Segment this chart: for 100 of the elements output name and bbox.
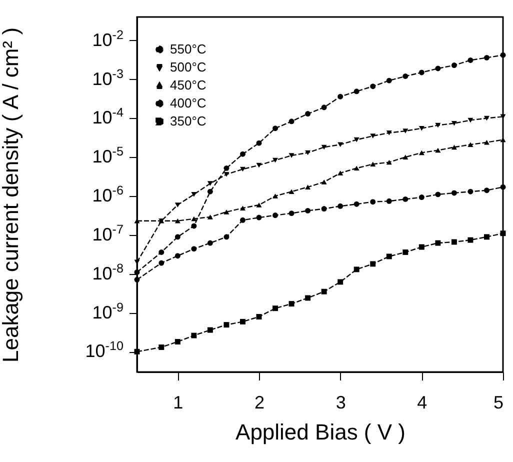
point: [402, 196, 408, 202]
point: [338, 94, 344, 100]
point: [158, 344, 164, 350]
point: [207, 188, 213, 194]
point: [468, 188, 474, 194]
x-tick-label: 2: [254, 392, 265, 412]
point: [402, 128, 408, 134]
point: [191, 223, 197, 229]
point: [272, 194, 278, 198]
point: [288, 210, 294, 216]
point: [402, 154, 408, 160]
point: [386, 78, 392, 84]
y-tick-label: 10$^{-6}$: [92, 184, 124, 206]
point: [484, 54, 490, 60]
point: [305, 208, 311, 214]
point: [435, 192, 441, 198]
y-tick-label: 10$^{-9}$: [92, 300, 124, 322]
point: [240, 206, 246, 210]
point: [288, 301, 294, 307]
point: [134, 348, 140, 354]
y-tick-label: 10$^{-4}$: [92, 106, 124, 128]
point: [338, 279, 344, 285]
point: [240, 151, 246, 157]
point: [370, 84, 376, 90]
point: [468, 57, 474, 63]
legend-label: 550°C: [170, 42, 206, 56]
point: [321, 206, 327, 212]
point: [418, 194, 424, 200]
point: [174, 218, 180, 224]
point: [402, 249, 408, 255]
point: [370, 261, 376, 267]
point: [240, 166, 246, 172]
point: [240, 217, 246, 223]
point: [174, 253, 180, 259]
point: [500, 184, 506, 190]
point: [321, 104, 327, 110]
point: [134, 276, 140, 282]
point: [354, 88, 360, 94]
point: [435, 240, 441, 246]
point: [207, 327, 213, 333]
point: [435, 122, 441, 128]
point: [224, 172, 230, 177]
x-axis-title: Applied Bias ( V ): [236, 420, 406, 444]
x-tick-label: 4: [417, 392, 428, 412]
point: [305, 111, 311, 117]
point: [402, 74, 408, 79]
point: [386, 130, 392, 136]
point: [224, 234, 230, 240]
point: [134, 270, 140, 275]
point: [207, 181, 213, 186]
point: [451, 190, 457, 196]
point: [191, 246, 197, 252]
point: [158, 260, 164, 266]
y-tick-label: 10$^{-3}$: [92, 66, 124, 89]
point: [338, 142, 344, 147]
x-tick-label: 5: [493, 392, 504, 412]
point: [272, 126, 278, 132]
point: [174, 338, 180, 344]
point: [191, 332, 197, 338]
point: [288, 118, 294, 124]
point: [451, 62, 457, 68]
x-tick-label: 3: [336, 392, 346, 412]
point: [207, 214, 213, 220]
point: [370, 134, 376, 138]
point: [468, 142, 474, 147]
point: [174, 234, 180, 240]
point: [354, 266, 360, 272]
y-tick-label: 10$^{-7}$: [92, 222, 124, 244]
y-tick-label: 10$^{-5}$: [92, 144, 124, 167]
point: [418, 70, 424, 76]
point: [418, 244, 424, 250]
point: [224, 322, 230, 328]
point: [370, 199, 376, 205]
point: [484, 116, 490, 121]
point: [468, 237, 474, 243]
point: [484, 188, 490, 194]
point: [451, 239, 457, 245]
point: [484, 234, 490, 240]
y-tick-label: 10$^{-2}$: [92, 28, 124, 50]
point: [305, 184, 311, 190]
point: [256, 314, 262, 320]
point: [224, 210, 230, 214]
y-tick-label: 10$^{-10}$: [85, 339, 124, 362]
point: [305, 295, 311, 301]
point: [338, 170, 344, 176]
point: [207, 240, 213, 246]
y-tick-label: 10$^{-8}$: [92, 261, 124, 284]
point: [256, 202, 262, 208]
point: [500, 230, 506, 236]
point: [386, 160, 392, 165]
legend-label: 500°C: [170, 60, 206, 74]
point: [191, 216, 197, 222]
point: [272, 306, 278, 312]
point: [435, 66, 441, 72]
legend-label: 450°C: [170, 78, 206, 92]
legend-label: 350°C: [170, 114, 206, 128]
point: [435, 148, 441, 153]
point: [288, 189, 294, 194]
point: [224, 165, 230, 171]
point: [191, 192, 197, 197]
